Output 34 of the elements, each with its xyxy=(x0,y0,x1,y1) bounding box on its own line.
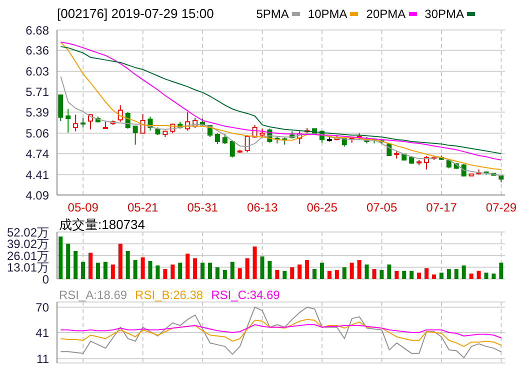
y-tick-label: 41 xyxy=(36,326,50,340)
y-tick-label: 13.01万 xyxy=(6,260,49,275)
y-tick-label: 26.01万 xyxy=(6,248,49,263)
y-tick-label: 52.02万 xyxy=(6,225,49,240)
y-tick-label: 6.36 xyxy=(26,44,50,58)
x-tick-label: 06-25 xyxy=(306,200,338,215)
legend-label: 30PMA xyxy=(424,7,464,21)
legend-label: 20PMA xyxy=(366,7,406,21)
y-tick-label: 0 xyxy=(42,272,50,286)
y-tick-label: 11 xyxy=(36,352,50,365)
x-tick-label: 07-17 xyxy=(426,200,458,215)
y-tick-label: 6.68 xyxy=(26,23,50,38)
y-tick-label: 70 xyxy=(36,300,50,314)
x-tick-label: 05-09 xyxy=(68,200,99,215)
text: RSI_A:18.69 xyxy=(59,288,128,302)
y-tick-label: 39.02万 xyxy=(6,237,49,252)
y-tick-label: 4.09 xyxy=(26,188,50,202)
y-tick-label: 6.03 xyxy=(26,64,50,79)
text: RSI_C:34.69 xyxy=(211,288,280,302)
chart-title: [002176] 2019-07-29 15:00 xyxy=(57,6,214,21)
y-tick-label: 5.06 xyxy=(26,126,50,140)
y-tick-label: 4.41 xyxy=(26,168,50,182)
x-tick-label: 07-29 xyxy=(486,200,517,215)
y-tick-label: 5.39 xyxy=(26,105,50,120)
legend-label: 10PMA xyxy=(308,7,348,21)
annotation: 成交量:180734 xyxy=(59,216,145,234)
y-tick-label: 5.71 xyxy=(26,85,50,100)
x-tick-label: 06-13 xyxy=(246,200,278,215)
x-tick-label: 05-21 xyxy=(128,200,159,215)
text: RSI_B:26.38 xyxy=(135,288,204,302)
x-tick-label: 07-05 xyxy=(366,200,398,215)
y-tick-label: 4.74 xyxy=(26,146,50,161)
legend-label: 5PMA xyxy=(256,7,289,21)
x-tick-label: 05-31 xyxy=(187,200,218,215)
